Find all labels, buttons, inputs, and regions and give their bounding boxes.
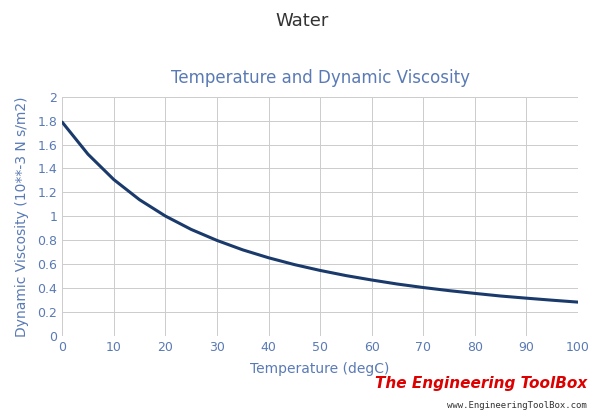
Text: Water: Water bbox=[276, 12, 329, 30]
X-axis label: Temperature (degC): Temperature (degC) bbox=[250, 362, 390, 376]
Y-axis label: Dynamic Viscosity (10**-3 N s/m2): Dynamic Viscosity (10**-3 N s/m2) bbox=[15, 96, 29, 337]
Text: The Engineering ToolBox: The Engineering ToolBox bbox=[374, 376, 587, 391]
Text: www.EngineeringToolBox.com: www.EngineeringToolBox.com bbox=[447, 401, 587, 410]
Title: Temperature and Dynamic Viscosity: Temperature and Dynamic Viscosity bbox=[171, 69, 469, 87]
